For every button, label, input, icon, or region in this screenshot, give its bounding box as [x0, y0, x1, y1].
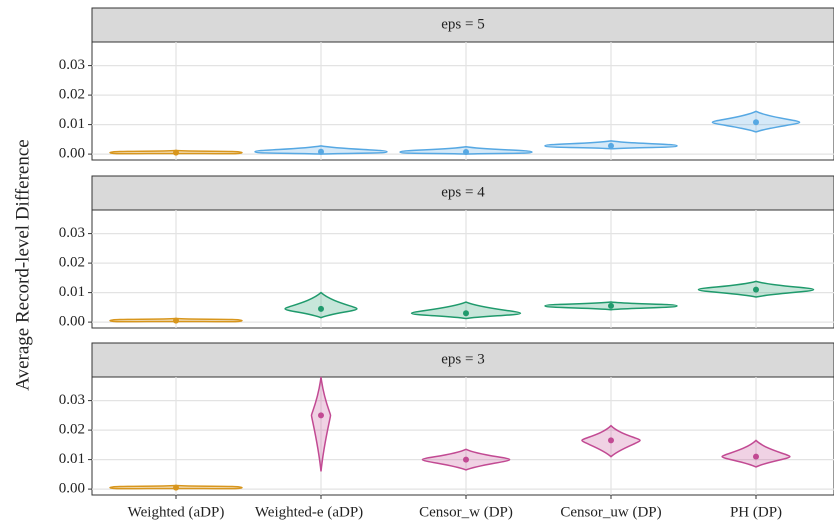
- median-point: [318, 412, 324, 419]
- panel: [91, 41, 834, 161]
- y-tick-label: 0.02: [59, 255, 85, 271]
- strip: [91, 7, 834, 43]
- median-point: [173, 317, 179, 324]
- median-point: [463, 149, 469, 156]
- strip: [91, 342, 834, 378]
- median-point: [608, 302, 614, 309]
- median-point: [318, 305, 324, 312]
- panel: [91, 209, 834, 329]
- y-tick-label: 0.00: [59, 314, 85, 330]
- violin: [284, 291, 358, 319]
- median-point: [753, 453, 759, 460]
- y-tick-label: 0.03: [59, 392, 85, 408]
- x-tick-label: Weighted-e (aDP): [255, 504, 363, 520]
- strip-label: eps = 3: [441, 351, 484, 367]
- violin: [310, 376, 332, 472]
- y-tick-label: 0.02: [59, 422, 85, 438]
- y-axis-label: Average Record-level Difference: [12, 139, 33, 390]
- strip: [91, 175, 834, 211]
- median-point: [173, 149, 179, 156]
- y-tick-label: 0.01: [59, 451, 85, 467]
- panel: [91, 376, 834, 496]
- median-point: [318, 148, 324, 155]
- x-tick-label: Censor_uw (DP): [560, 504, 661, 520]
- x-tick-label: PH (DP): [730, 504, 782, 520]
- strip-label: eps = 4: [441, 184, 485, 200]
- median-point: [608, 437, 614, 444]
- x-tick-label: Weighted (aDP): [128, 504, 225, 520]
- median-point: [608, 142, 614, 149]
- y-tick-label: 0.03: [59, 57, 85, 73]
- median-point: [753, 119, 759, 126]
- y-tick-label: 0.01: [59, 284, 85, 300]
- y-tick-label: 0.02: [59, 87, 85, 103]
- median-point: [753, 286, 759, 293]
- strip-label: eps = 5: [441, 16, 484, 32]
- y-tick-label: 0.00: [59, 146, 85, 162]
- y-tick-label: 0.03: [59, 225, 85, 241]
- median-point: [173, 484, 179, 491]
- y-tick-label: 0.00: [59, 481, 85, 497]
- y-tick-label: 0.01: [59, 116, 85, 132]
- x-tick-label: Censor_w (DP): [419, 504, 513, 520]
- median-point: [463, 456, 469, 463]
- median-point: [463, 310, 469, 317]
